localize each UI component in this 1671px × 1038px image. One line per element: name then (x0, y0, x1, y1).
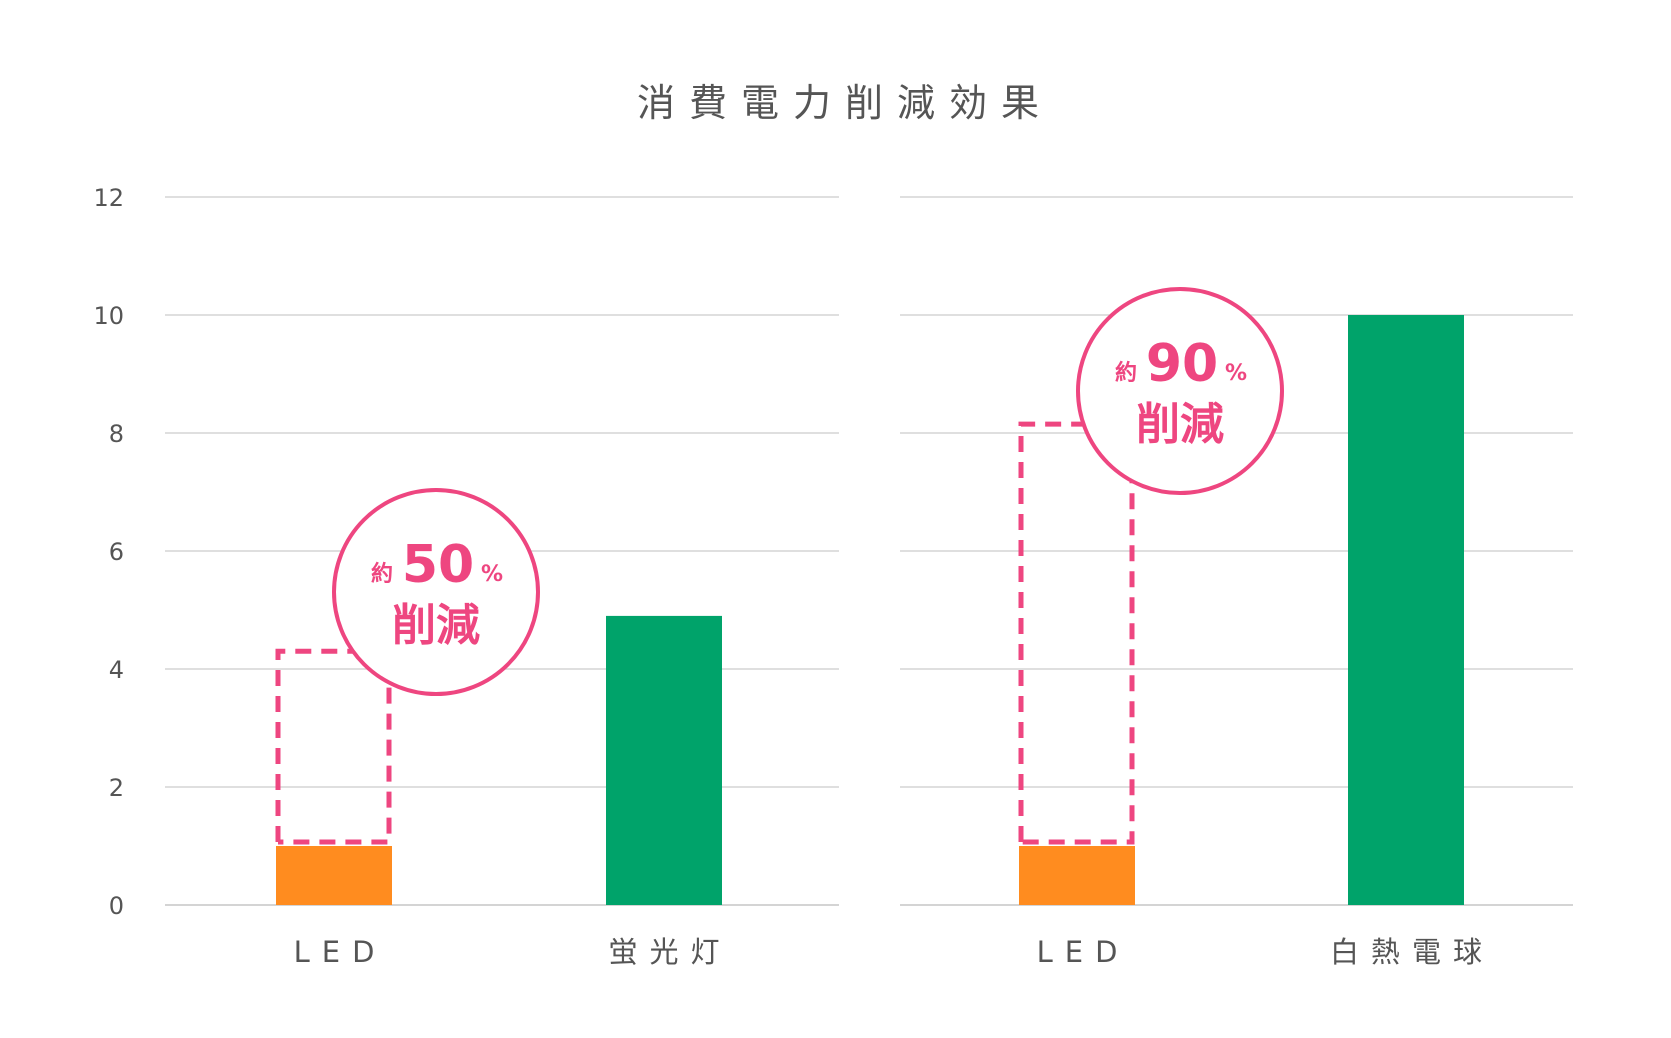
badge-prefix: 約 (371, 561, 393, 587)
y-tick-label: 12 (93, 184, 124, 212)
bar-led (1019, 846, 1135, 905)
y-axis-ticks: 0 2 4 6 8 10 12 (93, 184, 124, 920)
bars (276, 315, 1464, 905)
y-tick-label: 2 (109, 774, 124, 802)
reference-outline-dashed (275, 648, 392, 845)
chart-title: 消費電力削減効果 (637, 81, 1053, 125)
reference-outline-dashed (1018, 421, 1135, 845)
y-tick-label: 8 (109, 420, 124, 448)
reduction-badges: 約 50 %削減約 90 %削減 (332, 287, 1284, 696)
category-label: LED (1037, 935, 1130, 969)
badge-circle (1076, 287, 1284, 495)
bar-comparison (1348, 315, 1464, 905)
y-tick-label: 4 (109, 656, 124, 684)
category-label: LED (294, 935, 387, 969)
y-tick-label: 0 (109, 892, 124, 920)
reduction-badge: 約 50 %削減 (332, 488, 540, 696)
badge-percent-value: 50 (402, 535, 474, 595)
category-labels: LED 蛍光灯 LED 白熱電球 (294, 935, 1494, 969)
bar-comparison (606, 615, 722, 905)
y-tick-label: 10 (93, 302, 124, 330)
badge-unit: % (1225, 361, 1247, 386)
badge-circle (332, 488, 540, 696)
bar-led (276, 846, 392, 905)
badge-unit: % (481, 562, 503, 587)
reduction-badge: 約 90 %削減 (1076, 287, 1284, 495)
badge-caption: 削減 (392, 600, 480, 651)
badge-prefix: 約 (1115, 360, 1137, 386)
category-label: 蛍光灯 (608, 935, 731, 969)
y-tick-label: 6 (109, 538, 124, 566)
category-label: 白熱電球 (1330, 935, 1494, 969)
badge-percent-value: 90 (1146, 334, 1218, 394)
badge-caption: 削減 (1136, 399, 1224, 450)
